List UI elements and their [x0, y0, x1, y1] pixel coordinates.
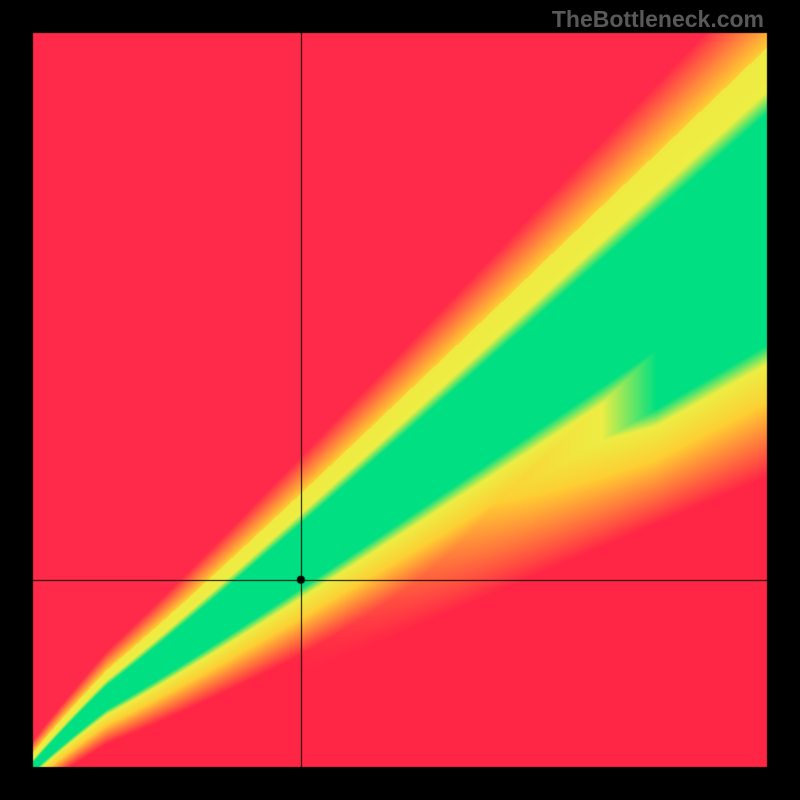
watermark-text: TheBottleneck.com: [552, 6, 764, 33]
chart-container: TheBottleneck.com: [0, 0, 800, 800]
bottleneck-heatmap: [0, 0, 800, 800]
